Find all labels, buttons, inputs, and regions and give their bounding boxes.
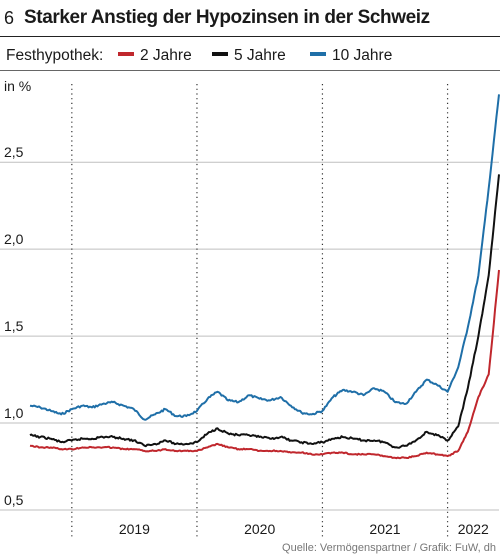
source-note: Quelle: Vermögenspartner / Grafik: FuW, … — [282, 542, 496, 554]
y-tick-label: 1,5 — [4, 318, 24, 334]
x-tick-label: 2020 — [244, 521, 275, 537]
legend-text-2-jahre: 2 Jahre — [140, 47, 192, 64]
x-tick-label: 2019 — [119, 521, 150, 537]
y-tick-label: 2,5 — [4, 144, 24, 160]
chart-title: Starker Anstieg der Hypozinsen in der Sc… — [24, 7, 430, 28]
legend-label: Festhypothek: — [6, 47, 104, 64]
figure-number: 6 — [4, 8, 15, 28]
x-tick-label: 2021 — [369, 521, 400, 537]
legend-item-2-jahre: 2 Jahre — [118, 47, 192, 65]
y-tick-label: 1,0 — [4, 405, 24, 421]
legend: Festhypothek: 2 Jahre 5 Jahre 10 Jahre — [0, 44, 500, 70]
y-tick-label: 2,0 — [4, 231, 24, 247]
series-line-2-jahre — [29, 269, 500, 460]
legend-swatch-2-jahre — [118, 51, 134, 56]
title-divider — [0, 36, 500, 37]
legend-divider — [0, 70, 500, 71]
legend-swatch-5-jahre — [212, 51, 228, 56]
legend-text-5-jahre: 5 Jahre — [234, 47, 286, 64]
legend-item-10-jahre: 10 Jahre — [310, 47, 392, 65]
legend-item-5-jahre: 5 Jahre — [212, 47, 286, 65]
y-axis-unit: in % — [4, 78, 32, 94]
y-tick-label: 0,5 — [4, 492, 24, 508]
legend-text-10-jahre: 10 Jahre — [332, 47, 393, 64]
series-line-10-jahre — [29, 94, 500, 421]
series-line-5-jahre — [29, 174, 500, 449]
x-tick-label: 2022 — [458, 521, 489, 537]
legend-swatch-10-jahre — [310, 51, 326, 56]
title-bar: 6 Starker Anstieg der Hypozinsen in der … — [0, 6, 500, 36]
